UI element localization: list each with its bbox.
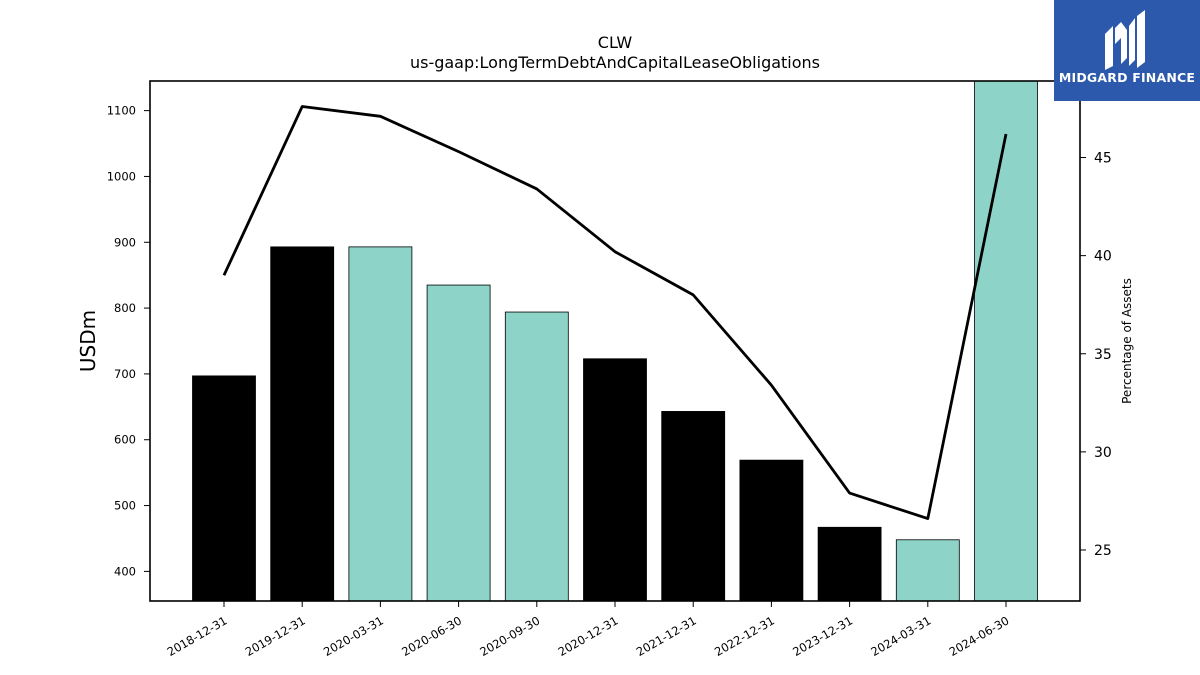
bar (192, 375, 256, 602)
y2-tick-label: 40 (1094, 249, 1112, 265)
x-tick-label: 2022-12-31 (712, 613, 777, 659)
y2-axis-label: Percentage of Assets (1120, 278, 1134, 404)
bar-series (192, 80, 1038, 602)
y2-tick-label: 35 (1094, 347, 1112, 363)
percentage-line (222, 105, 1008, 520)
chart-subtitle: us-gaap:LongTermDebtAndCapitalLeaseOblig… (410, 53, 820, 72)
y-tick-label: 1100 (107, 104, 136, 118)
y2-tick-label: 25 (1094, 543, 1112, 559)
bar (895, 539, 960, 602)
x-tick-label: 2021-12-31 (634, 613, 699, 659)
y-axis-ticks: 400 500 600 700 800 900 1000 1100 (107, 104, 150, 578)
y-tick-label: 800 (114, 301, 136, 315)
x-tick-label: 2020-03-31 (321, 613, 386, 659)
x-tick-label: 2020-06-30 (399, 613, 464, 659)
x-tick-label: 2018-12-31 (165, 613, 230, 659)
x-axis-ticks: 2018-12-31 2019-12-31 2020-03-31 2020-06-30… (165, 601, 1012, 659)
x-tick-label: 2019-12-31 (243, 613, 308, 659)
chart-title: CLW (598, 33, 633, 52)
x-tick-label: 2020-12-31 (556, 613, 621, 659)
y-tick-label: 500 (114, 499, 136, 513)
midgard-logo-icon (1105, 10, 1145, 70)
bar (974, 80, 1038, 602)
bar (583, 358, 647, 602)
x-tick-label: 2020-09-30 (477, 613, 542, 659)
bar (817, 526, 882, 602)
bar (270, 246, 335, 602)
brand-logo: MIDGARD FINANCE (1054, 0, 1200, 101)
x-tick-label: 2023-12-31 (790, 613, 855, 659)
y-tick-label: 700 (114, 367, 136, 381)
bar (661, 411, 726, 602)
y2-tick-label: 45 (1094, 151, 1112, 167)
y2-axis-ticks: 25 30 35 40 45 (1080, 151, 1112, 559)
brand-name: MIDGARD FINANCE (1058, 70, 1196, 85)
x-tick-label: 2024-06-30 (947, 613, 1012, 659)
y-tick-label: 1000 (107, 169, 136, 183)
y2-tick-label: 30 (1094, 445, 1112, 461)
y-tick-label: 600 (114, 433, 136, 447)
bar (739, 459, 804, 602)
bar (504, 311, 569, 602)
line-series (222, 105, 1008, 520)
y-axis-label: USDm (76, 310, 100, 372)
y-tick-label: 900 (114, 235, 136, 249)
y-tick-label: 400 (114, 564, 136, 578)
bar (426, 284, 491, 602)
bar (348, 246, 413, 602)
x-tick-label: 2024-03-31 (868, 613, 933, 659)
